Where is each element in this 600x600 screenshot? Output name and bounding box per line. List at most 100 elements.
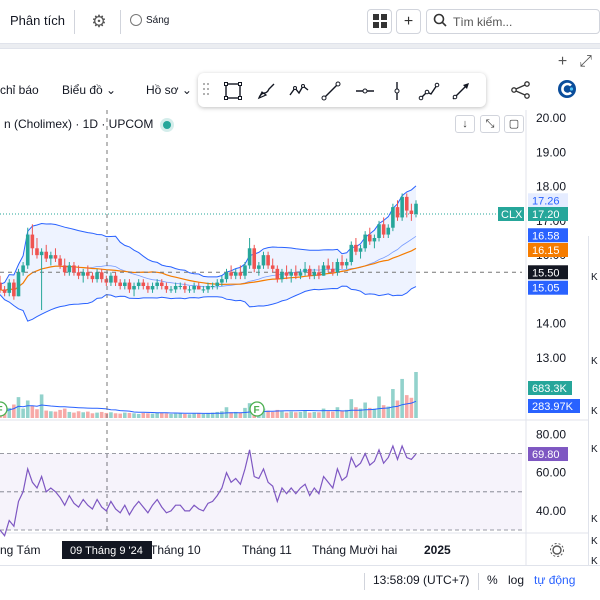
log-scale-toggle[interactable]: log: [508, 573, 525, 587]
trend-line-tool-icon[interactable]: [320, 80, 342, 102]
search-input[interactable]: [453, 13, 593, 31]
pattern-tool-icon[interactable]: [288, 80, 310, 102]
candle-body: [81, 272, 85, 276]
candle-body: [58, 258, 62, 266]
candle-body: [141, 282, 146, 286]
volume-ma-label-bg: [528, 399, 580, 413]
time-axis-label: Tháng 11: [242, 543, 292, 557]
volume-bar: [331, 411, 335, 418]
volume-bar: [132, 413, 136, 418]
bb-upper-label: 17.26: [532, 195, 560, 207]
volume-bar: [127, 412, 132, 418]
candle: [12, 279, 16, 300]
rectangle-tool-icon[interactable]: [222, 80, 244, 102]
chart-type-label: Biểu đồ: [62, 83, 103, 97]
candle: [132, 282, 136, 297]
candle: [53, 248, 58, 262]
candle: [178, 282, 183, 290]
maximize-pane-button[interactable]: ▢: [504, 115, 524, 133]
chevron-down-icon: ⌄: [106, 83, 117, 97]
candle: [358, 244, 363, 259]
volume-bar: [39, 394, 44, 418]
theme-toggle[interactable]: Sáng: [130, 14, 169, 26]
volume-bar: [7, 407, 12, 418]
candle-body: [146, 286, 150, 290]
volume-bar: [280, 411, 284, 418]
event-marker: [249, 401, 265, 417]
candle-body: [67, 265, 72, 273]
volume-bar: [215, 411, 220, 418]
add-button[interactable]: +: [396, 9, 421, 34]
profile-label: Hồ sơ: [146, 83, 179, 97]
volume-bar: [261, 408, 266, 418]
arrow-tool-icon[interactable]: [450, 80, 472, 102]
horizontal-line-tool-icon[interactable]: [354, 80, 376, 102]
profile-button[interactable]: Hồ sơ ⌄: [146, 83, 192, 97]
symbol-legend[interactable]: n (Cholimex) · 1D · UPCOM: [4, 117, 172, 131]
chart-panel: + ⤢: [0, 48, 600, 600]
expand-icon[interactable]: ⤢: [579, 53, 592, 70]
candle-body: [196, 286, 201, 290]
volume-bar: [178, 413, 183, 418]
volume-bar: [12, 404, 16, 418]
candle: [243, 262, 247, 280]
chart-toolbar: chỉ báo Biểu đồ ⌄ Hồ sơ ⌄: [0, 75, 600, 107]
candle-body: [155, 282, 159, 286]
candle-body: [261, 255, 266, 266]
add-icon[interactable]: +: [557, 53, 568, 70]
candle: [155, 279, 159, 290]
side-panel-label: K: [591, 406, 598, 417]
candle-body: [257, 265, 261, 269]
candle-body: [395, 207, 400, 218]
price-tick-label: 18.00: [536, 180, 566, 194]
brush-tool-icon[interactable]: [256, 80, 278, 102]
candle-body: [159, 282, 164, 286]
candle: [252, 244, 257, 273]
gear-icon[interactable]: ⚙: [91, 12, 107, 31]
drag-handle-icon[interactable]: [202, 82, 210, 96]
auto-scale-toggle[interactable]: tự động: [534, 573, 576, 587]
candle-body: [183, 286, 187, 290]
volume-bar: [118, 413, 122, 418]
volume-bar: [354, 407, 358, 418]
candle-body: [307, 268, 312, 276]
volume-bar: [123, 412, 127, 418]
candle-body: [238, 272, 243, 276]
candle-body: [340, 262, 344, 266]
vertical-line-tool-icon[interactable]: [386, 80, 408, 102]
candle: [414, 200, 418, 218]
move-down-button[interactable]: ↓: [455, 115, 475, 133]
volume-bar: [270, 411, 275, 418]
divider: [74, 10, 75, 34]
fib-tool-icon[interactable]: [418, 80, 440, 102]
side-panel-label: K: [591, 536, 598, 547]
candle: [354, 238, 358, 256]
time-axis-label: ng Tám: [0, 543, 40, 557]
candle: [127, 279, 132, 293]
candle-body: [414, 203, 418, 214]
candle: [72, 262, 76, 276]
percent-scale-toggle[interactable]: %: [487, 573, 498, 587]
chart-type-button[interactable]: Biểu đồ ⌄: [62, 83, 116, 97]
candle: [86, 265, 90, 280]
candle-body: [247, 248, 252, 266]
clock[interactable]: 13:58:09 (UTC+7): [373, 573, 470, 587]
share-icon[interactable]: [510, 80, 532, 100]
candle: [280, 268, 284, 283]
candle: [210, 282, 215, 290]
last-price-label-bg: [528, 207, 568, 221]
candle: [104, 275, 109, 286]
volume-bar: [72, 412, 76, 418]
bb-lower-label: 15.05: [532, 283, 560, 295]
candle: [233, 268, 238, 280]
candle: [275, 265, 280, 283]
price-tick-label: 14.00: [536, 317, 566, 331]
indicators-button[interactable]: chỉ báo: [0, 83, 39, 97]
volume-bar: [44, 410, 49, 418]
volume-bar: [317, 412, 321, 418]
collapse-icon[interactable]: ⤡: [480, 115, 500, 133]
layout-grid-button[interactable]: [367, 9, 392, 34]
volume-bar: [136, 413, 141, 418]
candle: [58, 255, 62, 269]
